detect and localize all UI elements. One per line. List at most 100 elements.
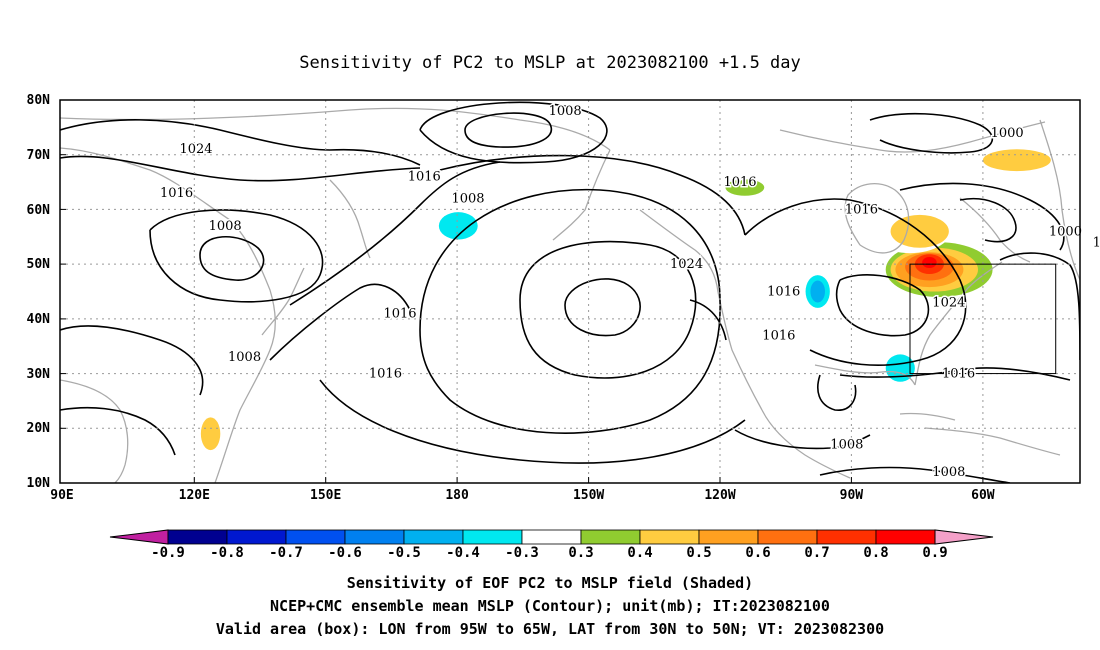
colorbar-swatch bbox=[226, 529, 287, 545]
colorbar-label: -0.8 bbox=[210, 545, 244, 561]
sensitivity-patch bbox=[166, 179, 187, 196]
coastline-greenland bbox=[1039, 119, 1080, 281]
colorbar-label: 0.8 bbox=[863, 545, 888, 561]
lat-label: 10N bbox=[27, 476, 51, 491]
sensitivity-shading bbox=[166, 119, 1066, 456]
coastline-japan bbox=[261, 267, 305, 336]
coastline-asia-east bbox=[60, 147, 276, 483]
coastline-us-west bbox=[717, 291, 763, 411]
contour-1008-mexico bbox=[734, 429, 871, 450]
contour-label: 1024 bbox=[179, 142, 212, 157]
contour-label: 1024 bbox=[670, 257, 703, 272]
coastline-gulf bbox=[814, 364, 916, 386]
lat-label: 70N bbox=[27, 148, 51, 163]
coastline-kamchatka bbox=[329, 179, 371, 259]
tick-marks bbox=[60, 99, 984, 483]
contour-1024-high bbox=[519, 240, 697, 379]
contour-label: 1008 bbox=[830, 438, 863, 453]
contour-label: 1000 bbox=[1049, 224, 1082, 239]
contour-label: 1016 bbox=[767, 285, 800, 300]
contour-label: 1016 bbox=[408, 170, 441, 185]
contour-1016-west-coast bbox=[689, 299, 727, 341]
colorbar-high-triangle bbox=[934, 529, 994, 545]
contour-label: 1016 bbox=[383, 306, 416, 321]
contour-1008-atlantic bbox=[899, 182, 1065, 251]
lat-label: 50N bbox=[27, 257, 51, 272]
colorbar-swatch bbox=[285, 529, 346, 545]
contour-label: 1008 bbox=[932, 465, 965, 480]
contour-1000-canada bbox=[869, 112, 994, 154]
contour-1016-southeast-us bbox=[839, 367, 1071, 381]
contour-label: 1008 bbox=[228, 350, 261, 365]
colorbar-swatch bbox=[757, 529, 818, 545]
lon-label: 120W bbox=[704, 488, 735, 503]
coastline-canada-arctic bbox=[779, 121, 1046, 153]
colorbar-swatch bbox=[698, 529, 759, 545]
lon-label: 90E bbox=[50, 488, 73, 503]
coastlines bbox=[60, 107, 1080, 483]
caption-line-2: NCEP+CMC ensemble mean MSLP (Contour); u… bbox=[270, 597, 830, 615]
colorbar-label: -0.5 bbox=[387, 545, 421, 561]
sensitivity-patch bbox=[176, 239, 197, 256]
coastline-alaska bbox=[552, 149, 611, 241]
lat-label: 40N bbox=[27, 312, 51, 327]
colorbar-label: 0.7 bbox=[804, 545, 829, 561]
colorbar-swatch bbox=[580, 529, 641, 545]
colorbar-label: 0.3 bbox=[568, 545, 593, 561]
contour-label: 1016 bbox=[762, 328, 795, 343]
colorbar-label: 0.4 bbox=[627, 545, 652, 561]
lon-label: 150E bbox=[310, 488, 341, 503]
lon-label: 90W bbox=[840, 488, 864, 503]
valid-area-box bbox=[909, 263, 1057, 375]
coastline-siberia-arctic bbox=[60, 107, 611, 151]
coastline-cuba bbox=[899, 412, 956, 421]
sensitivity-patch bbox=[652, 206, 682, 224]
lat-label: 80N bbox=[27, 93, 51, 108]
contour-1016-high bbox=[419, 188, 721, 434]
contour-label: 1008 bbox=[209, 219, 242, 234]
caption-line-3: Valid area (box): LON from 95W to 65W, L… bbox=[216, 620, 884, 638]
colorbar-swatch bbox=[403, 529, 464, 545]
coastline-indochina bbox=[60, 379, 129, 483]
lon-label: 180 bbox=[445, 488, 469, 503]
contour-1016-gulf-low bbox=[817, 374, 857, 411]
colorbar-label: -0.4 bbox=[446, 545, 480, 561]
contour-1000-labrador bbox=[959, 198, 1017, 243]
lon-label: 120E bbox=[179, 488, 210, 503]
contour-1016-pacific-outer bbox=[439, 154, 746, 236]
contour-1008-asia-low bbox=[199, 236, 265, 281]
colorbar-swatch bbox=[167, 529, 228, 545]
contour-label: 1016 bbox=[845, 202, 878, 217]
latitude-labels: 80N 70N 60N 50N 40N 30N 20N 10N bbox=[27, 93, 51, 491]
lat-label: 20N bbox=[27, 421, 51, 436]
contour-label: 1016 bbox=[942, 367, 975, 382]
colorbar-label: 0.5 bbox=[686, 545, 711, 561]
contour-label: 1008 bbox=[451, 191, 484, 206]
contour-label: 1016 bbox=[160, 186, 193, 201]
map-frame bbox=[59, 99, 1081, 484]
sensitivity-patch bbox=[341, 329, 362, 341]
lon-label: 150W bbox=[573, 488, 604, 503]
sensitivity-patch bbox=[438, 212, 478, 240]
contour-1016-east-pacific bbox=[319, 379, 746, 464]
longitude-labels: 90E 120E 150E 180 150W 120W 90W 60W bbox=[50, 488, 995, 503]
contour-1024-high-inner bbox=[564, 278, 641, 337]
caption-line-1: Sensitivity of EOF PC2 to MSLP field (Sh… bbox=[347, 574, 753, 592]
colorbar-swatch bbox=[462, 529, 523, 545]
sensitivity-patch bbox=[922, 257, 937, 268]
sensitivity-patch bbox=[982, 149, 1051, 172]
colorbar-label: -0.9 bbox=[151, 545, 185, 561]
contour-1024-siberia bbox=[60, 119, 421, 166]
contour-label: 1016 bbox=[723, 175, 756, 190]
contour-label: 1024 bbox=[932, 295, 965, 310]
sensitivity-patch bbox=[200, 417, 221, 451]
contour-1016-indian bbox=[60, 406, 176, 456]
colorbar bbox=[109, 529, 994, 545]
contour-label: 1000 bbox=[991, 126, 1024, 141]
coastline-hudson-bay bbox=[844, 183, 910, 254]
sensitivity-patch bbox=[885, 354, 915, 382]
lon-label: 60W bbox=[971, 488, 995, 503]
contour-1008-arctic-low bbox=[464, 112, 553, 148]
contour-label: 1008 bbox=[1093, 235, 1100, 250]
